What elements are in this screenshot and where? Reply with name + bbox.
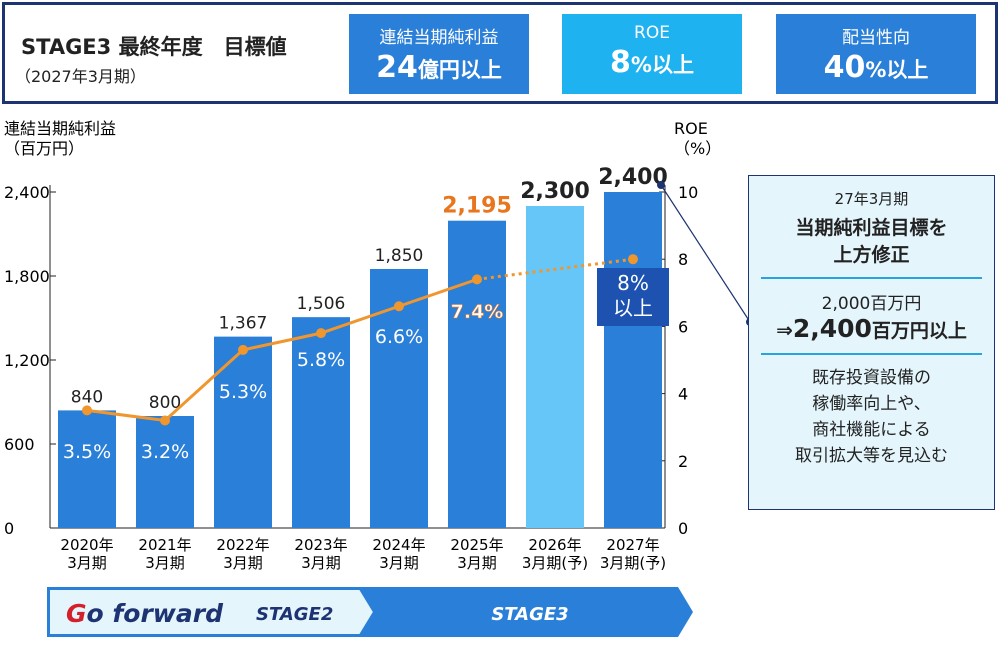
left-tick-label: 600 — [4, 435, 35, 454]
left-tick-label: 2,400 — [4, 183, 50, 202]
callout-old-target: 2,000百万円 — [821, 294, 922, 314]
roe-label: 3.5% — [63, 441, 111, 463]
roe-point — [82, 405, 92, 416]
bar-0 — [58, 410, 116, 528]
header-subtitle: （2027年3月期） — [15, 67, 146, 86]
x-tick-label: 3月期 — [145, 554, 185, 572]
bar-value-label: 840 — [71, 387, 103, 407]
bar-value-label: 2,300 — [520, 179, 590, 204]
roe-point — [316, 328, 326, 339]
roe-point — [160, 415, 170, 426]
left-tick-label: 1,800 — [4, 267, 50, 286]
x-tick-label: 2027年 — [606, 536, 659, 554]
bar-1 — [136, 416, 194, 528]
roe-point — [628, 254, 638, 265]
roe-forecast-line — [476, 257, 634, 281]
callout-box: 27年3月期 当期純利益目標を 上方修正 2,000百万円 ⇒2,400百万円以… — [748, 175, 995, 510]
roe-point — [238, 344, 248, 355]
roe-label: 3.2% — [141, 441, 189, 463]
x-tick-label: 3月期 — [223, 554, 263, 572]
x-tick-label: 3月期(予) — [600, 554, 666, 572]
left-axis-title: （百万円） — [4, 139, 84, 158]
x-tick-label: 2024年 — [372, 536, 425, 554]
roe-label: 5.3% — [219, 381, 267, 403]
right-tick-label: 10 — [678, 183, 698, 202]
x-tick-label: 3月期 — [379, 554, 419, 572]
bar-value-label: 1,367 — [219, 314, 268, 334]
card-net-income: 連結当期純利益 24億円以上 — [349, 14, 529, 94]
x-tick-label: 3月期 — [67, 554, 107, 572]
card-label: 配当性向 — [842, 28, 910, 48]
card-label: 連結当期純利益 — [379, 28, 499, 48]
roe-target-box — [597, 268, 669, 326]
roe-point — [472, 274, 482, 285]
roe-target-label: 以上 — [613, 296, 653, 320]
left-axis-title: 連結当期純利益 — [4, 119, 116, 138]
callout-period: 27年3月期 — [834, 190, 909, 208]
right-tick-label: 0 — [678, 519, 688, 538]
right-tick-label: 2 — [678, 452, 688, 471]
bar-value-label: 1,506 — [297, 294, 346, 314]
x-tick-label: 2020年 — [60, 536, 113, 554]
card-label: ROE — [634, 23, 670, 43]
right-tick-label: 4 — [678, 385, 688, 404]
right-tick-label: 8 — [678, 250, 688, 269]
card-value: 40%以上 — [823, 50, 929, 85]
x-tick-label: 2021年 — [138, 536, 191, 554]
card-value: 8%以上 — [610, 45, 694, 80]
divider — [761, 277, 982, 279]
roe-target-label: 8% — [617, 271, 649, 295]
callout-new-target: ⇒2,400百万円以上 — [776, 314, 967, 343]
connector-dot — [657, 181, 665, 189]
roe-label: 6.6% — [375, 326, 423, 348]
bar-value-label: 2,400 — [598, 165, 668, 190]
roe-label: 5.8% — [297, 349, 345, 371]
x-tick-label: 2025年 — [450, 536, 503, 554]
divider — [761, 353, 982, 355]
x-tick-label: 2026年 — [528, 536, 581, 554]
roe-line — [86, 277, 478, 423]
card-roe: ROE 8%以上 — [562, 14, 742, 94]
right-tick-label: 6 — [678, 317, 688, 336]
bar-6 — [526, 206, 584, 528]
right-axis-title: ROE — [674, 119, 708, 138]
bar-value-label: 1,850 — [375, 246, 424, 266]
bar-7 — [604, 192, 662, 528]
left-tick-label: 0 — [4, 519, 14, 538]
callout-heading-1: 当期純利益目標を — [795, 217, 948, 239]
x-tick-label: 2023年 — [294, 536, 347, 554]
card-payout: 配当性向 40%以上 — [776, 14, 976, 94]
roe-point — [394, 301, 404, 312]
callout-connector — [660, 184, 751, 323]
left-tick-label: 1,200 — [4, 351, 50, 370]
right-axis-title: （%） — [674, 139, 721, 158]
roe-label: 7.4% — [451, 301, 504, 323]
x-tick-label: 3月期 — [301, 554, 341, 572]
bar-5 — [448, 220, 506, 528]
bar-2 — [214, 336, 272, 528]
bar-value-label: 2,195 — [442, 194, 512, 219]
x-tick-label: 2022年 — [216, 536, 269, 554]
x-tick-label: 3月期(予) — [522, 554, 588, 572]
callout-body: 既存投資設備の 稼働率向上や、 商社機能による 取引拡大等を見込む — [795, 368, 948, 466]
header-title: STAGE3 最終年度 目標値 — [21, 35, 287, 59]
callout-heading-2: 上方修正 — [833, 244, 910, 266]
x-tick-label: 3月期 — [457, 554, 497, 572]
bar-3 — [292, 317, 350, 528]
bar-value-label: 800 — [149, 393, 181, 413]
target-header: STAGE3 最終年度 目標値 （2027年3月期） 連結当期純利益 24億円以… — [2, 2, 998, 104]
card-value: 24億円以上 — [376, 50, 502, 85]
